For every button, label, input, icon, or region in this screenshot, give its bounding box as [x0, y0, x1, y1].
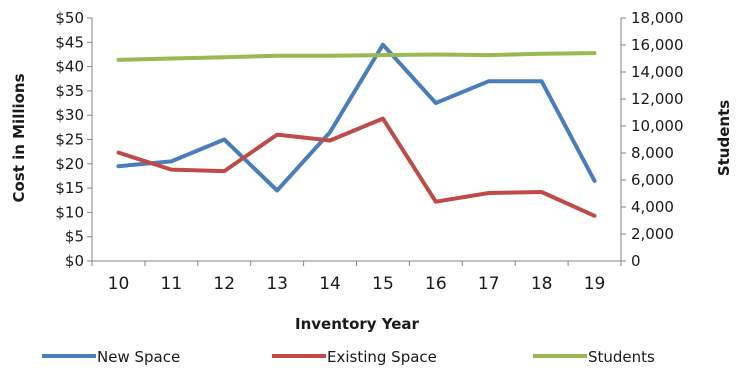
x-tick-label: 13 — [266, 274, 288, 294]
y-tick-label: $40 — [55, 58, 84, 76]
x-tick-label: 18 — [531, 274, 553, 294]
y2-tick-label: 6,000 — [631, 171, 674, 189]
y-tick-label: $30 — [55, 106, 84, 124]
y2-axis-title: Students — [715, 100, 733, 176]
y-tick-label: $15 — [55, 179, 84, 197]
x-tick-label: 11 — [161, 274, 183, 294]
y-axis-title: Cost in Millions — [10, 73, 28, 202]
y-tick-label: $35 — [55, 82, 84, 100]
legend-label-new-space: New Space — [97, 348, 180, 366]
y-tick-label: $20 — [55, 155, 84, 173]
tick-labels: $0 $5 $10 $15 $20 $25 $30 $35 $40 $45 $50 0 2,000 4,0… — [55, 9, 683, 294]
x-tick-label: 19 — [584, 274, 606, 294]
x-tick-label: 10 — [108, 274, 130, 294]
series-lines — [116, 42, 597, 218]
x-tick-label: 16 — [425, 274, 447, 294]
legend-label-existing-space: Existing Space — [327, 348, 437, 366]
y2-tick-label: 12,000 — [631, 90, 684, 108]
legend-label-students: Students — [588, 348, 655, 366]
y2-tick-label: 2,000 — [631, 225, 674, 243]
series-line-existing-space — [116, 116, 597, 218]
series-line-students — [116, 51, 597, 62]
y-tick-label: $45 — [55, 33, 84, 51]
x-tick-label: 15 — [372, 274, 394, 294]
series-line-new-space — [116, 42, 597, 193]
x-tick-label: 17 — [478, 274, 500, 294]
y-tick-label: $5 — [65, 228, 84, 246]
y2-tick-label: 8,000 — [631, 144, 674, 162]
axes — [87, 17, 626, 266]
x-tick-label: 14 — [319, 274, 341, 294]
y2-tick-label: 4,000 — [631, 198, 674, 216]
y-tick-label: $25 — [55, 131, 84, 149]
y2-tick-label: 10,000 — [631, 117, 684, 135]
y2-tick-label: 0 — [631, 252, 641, 270]
y-tick-label: $0 — [65, 252, 84, 270]
y2-tick-label: 18,000 — [631, 9, 684, 27]
y-tick-label: $50 — [55, 9, 84, 27]
y-tick-label: $10 — [55, 203, 84, 221]
x-tick-label: 12 — [213, 274, 235, 294]
legend: New Space Existing Space Students — [42, 348, 655, 366]
y2-tick-label: 14,000 — [631, 63, 684, 81]
x-axis-title: Inventory Year — [295, 315, 420, 333]
y2-tick-label: 16,000 — [631, 36, 684, 54]
